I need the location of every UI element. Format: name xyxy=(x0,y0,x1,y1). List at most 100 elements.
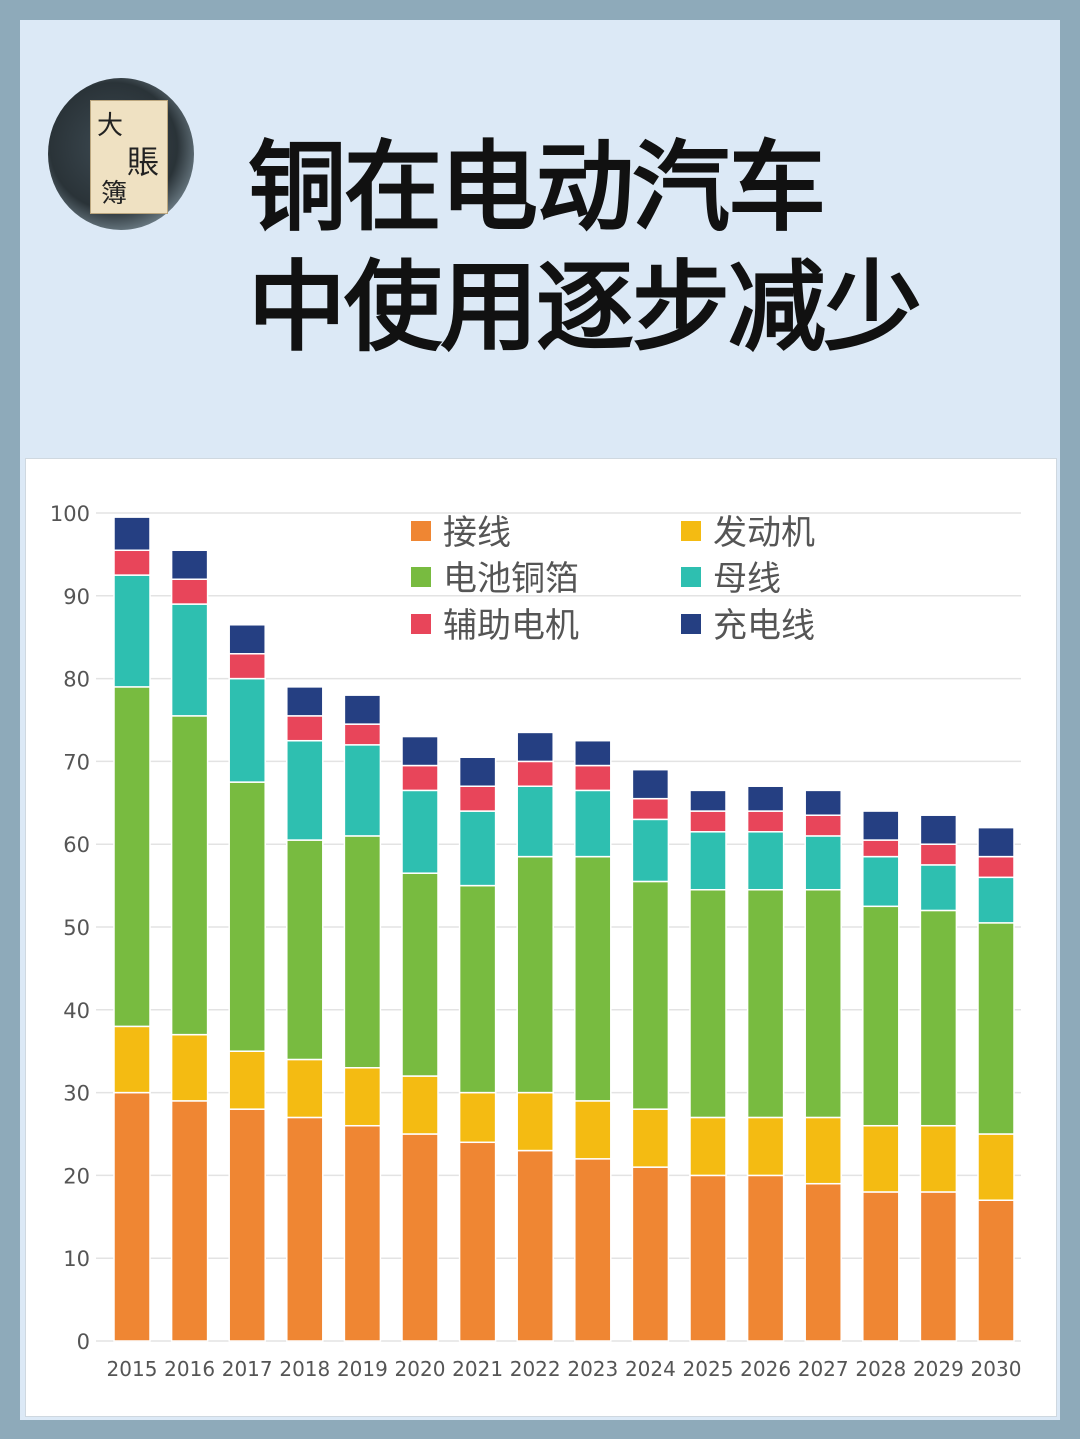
x-tick-label: 2026 xyxy=(740,1357,791,1381)
legend-swatch xyxy=(411,521,431,541)
x-tick-label: 2028 xyxy=(855,1357,906,1381)
bar-segment-2027-3 xyxy=(804,835,842,891)
x-tick-label: 2015 xyxy=(107,1357,158,1381)
bar-segment-2023-5 xyxy=(574,739,612,767)
bar-segment-2029-4 xyxy=(919,843,958,866)
bar-segment-2030-5 xyxy=(977,826,1015,858)
x-tick-label: 2019 xyxy=(337,1357,388,1381)
bar-segment-2018-5 xyxy=(286,686,324,717)
bar-segment-2027-4 xyxy=(804,814,842,837)
bar-segment-2020-4 xyxy=(401,764,439,792)
bar-segment-2028-0 xyxy=(862,1191,900,1342)
legend-swatch xyxy=(681,614,701,634)
bar-segment-2022-0 xyxy=(516,1149,554,1342)
bar-segment-2021-1 xyxy=(458,1091,497,1144)
bar-segment-2029-0 xyxy=(919,1191,958,1342)
bar-segment-2027-0 xyxy=(804,1182,842,1342)
bar-segment-2026-3 xyxy=(746,831,785,891)
bar-segment-2028-3 xyxy=(862,855,900,908)
bar-segment-2023-2 xyxy=(574,855,612,1102)
bar-segment-2016-5 xyxy=(170,549,209,580)
bar-segment-2019-5 xyxy=(343,694,382,725)
bar-segment-2028-1 xyxy=(862,1124,900,1193)
bar-segment-2030-4 xyxy=(977,855,1015,879)
bar-segment-2025-5 xyxy=(689,789,727,812)
bar-segment-2016-4 xyxy=(170,578,209,605)
legend-swatch xyxy=(411,614,431,634)
bar-segment-2026-5 xyxy=(746,785,785,812)
bar-segment-2016-2 xyxy=(170,715,209,1036)
bar-segment-2024-4 xyxy=(631,797,670,821)
bar-segment-2023-4 xyxy=(574,764,612,792)
bar-segment-2018-4 xyxy=(286,715,324,742)
y-tick-label: 0 xyxy=(77,1330,90,1354)
bar-segment-2023-3 xyxy=(574,789,612,858)
y-tick-label: 10 xyxy=(63,1247,90,1271)
bar-segment-2021-2 xyxy=(458,884,497,1094)
bar-segment-2017-1 xyxy=(228,1050,266,1110)
bar-segment-2026-0 xyxy=(746,1174,785,1342)
y-tick-label: 90 xyxy=(63,585,90,609)
bar-segment-2016-1 xyxy=(170,1033,209,1102)
bar-segment-2017-3 xyxy=(228,677,266,783)
x-tick-label: 2025 xyxy=(683,1357,734,1381)
bar-segment-2024-3 xyxy=(631,818,670,883)
bar-segment-2021-5 xyxy=(458,756,497,787)
legend-swatch xyxy=(411,567,431,587)
bar-segment-2015-0 xyxy=(113,1091,151,1342)
bar-segment-2020-2 xyxy=(401,872,439,1077)
bar-segment-2017-2 xyxy=(228,781,266,1052)
bar-segment-2018-1 xyxy=(286,1058,324,1119)
bar-segment-2019-4 xyxy=(343,723,382,746)
y-tick-label: 60 xyxy=(63,833,90,857)
bar-segment-2026-2 xyxy=(746,888,785,1119)
bar-segment-2029-3 xyxy=(919,864,958,912)
bar-segment-2025-0 xyxy=(689,1174,727,1342)
bar-segment-2023-0 xyxy=(574,1158,612,1342)
x-tick-label: 2030 xyxy=(971,1357,1022,1381)
bar-segment-2021-0 xyxy=(458,1141,497,1342)
bar-segment-2020-3 xyxy=(401,789,439,874)
x-tick-label: 2027 xyxy=(798,1357,849,1381)
bar-segment-2022-4 xyxy=(516,760,554,787)
x-tick-label: 2021 xyxy=(452,1357,503,1381)
x-tick-label: 2022 xyxy=(510,1357,561,1381)
bar-segment-2025-1 xyxy=(689,1116,727,1177)
y-tick-label: 80 xyxy=(63,668,90,692)
bar-segment-2018-0 xyxy=(286,1116,324,1342)
bar-segment-2017-4 xyxy=(228,653,266,680)
bar-segment-2029-1 xyxy=(919,1124,958,1193)
bar-segment-2017-5 xyxy=(228,624,266,655)
bar-segment-2028-5 xyxy=(862,810,900,841)
bar-segment-2024-5 xyxy=(631,768,670,800)
bar-segment-2027-5 xyxy=(804,789,842,816)
legend-label: 接线 xyxy=(443,513,511,553)
bar-segment-2027-1 xyxy=(804,1116,842,1185)
bar-segment-2027-2 xyxy=(804,888,842,1119)
bar-segment-2030-0 xyxy=(977,1199,1015,1342)
y-tick-label: 40 xyxy=(63,999,90,1023)
bar-segment-2020-1 xyxy=(401,1075,439,1135)
bar-segment-2025-4 xyxy=(689,810,727,833)
x-tick-label: 2020 xyxy=(395,1357,446,1381)
bar-segment-2026-1 xyxy=(746,1116,785,1177)
legend-label: 发动机 xyxy=(713,513,815,553)
bar-segment-2028-4 xyxy=(862,839,900,858)
x-tick-label: 2023 xyxy=(567,1357,618,1381)
x-tick-label: 2029 xyxy=(913,1357,964,1381)
bar-segment-2022-5 xyxy=(516,731,554,763)
x-tick-label: 2018 xyxy=(279,1357,330,1381)
bar-segment-2021-4 xyxy=(458,785,497,812)
bar-segment-2025-3 xyxy=(689,831,727,891)
bar-segment-2022-1 xyxy=(516,1091,554,1152)
legend-label: 辅助电机 xyxy=(443,606,579,646)
bar-segment-2020-5 xyxy=(401,735,439,767)
bar-segment-2016-3 xyxy=(170,603,209,717)
bar-segment-2030-1 xyxy=(977,1133,1015,1201)
y-tick-label: 100 xyxy=(50,502,90,526)
bar-segment-2024-2 xyxy=(631,880,670,1110)
y-tick-label: 50 xyxy=(63,916,90,940)
bar-segment-2022-3 xyxy=(516,785,554,858)
bar-segment-2028-2 xyxy=(862,905,900,1127)
